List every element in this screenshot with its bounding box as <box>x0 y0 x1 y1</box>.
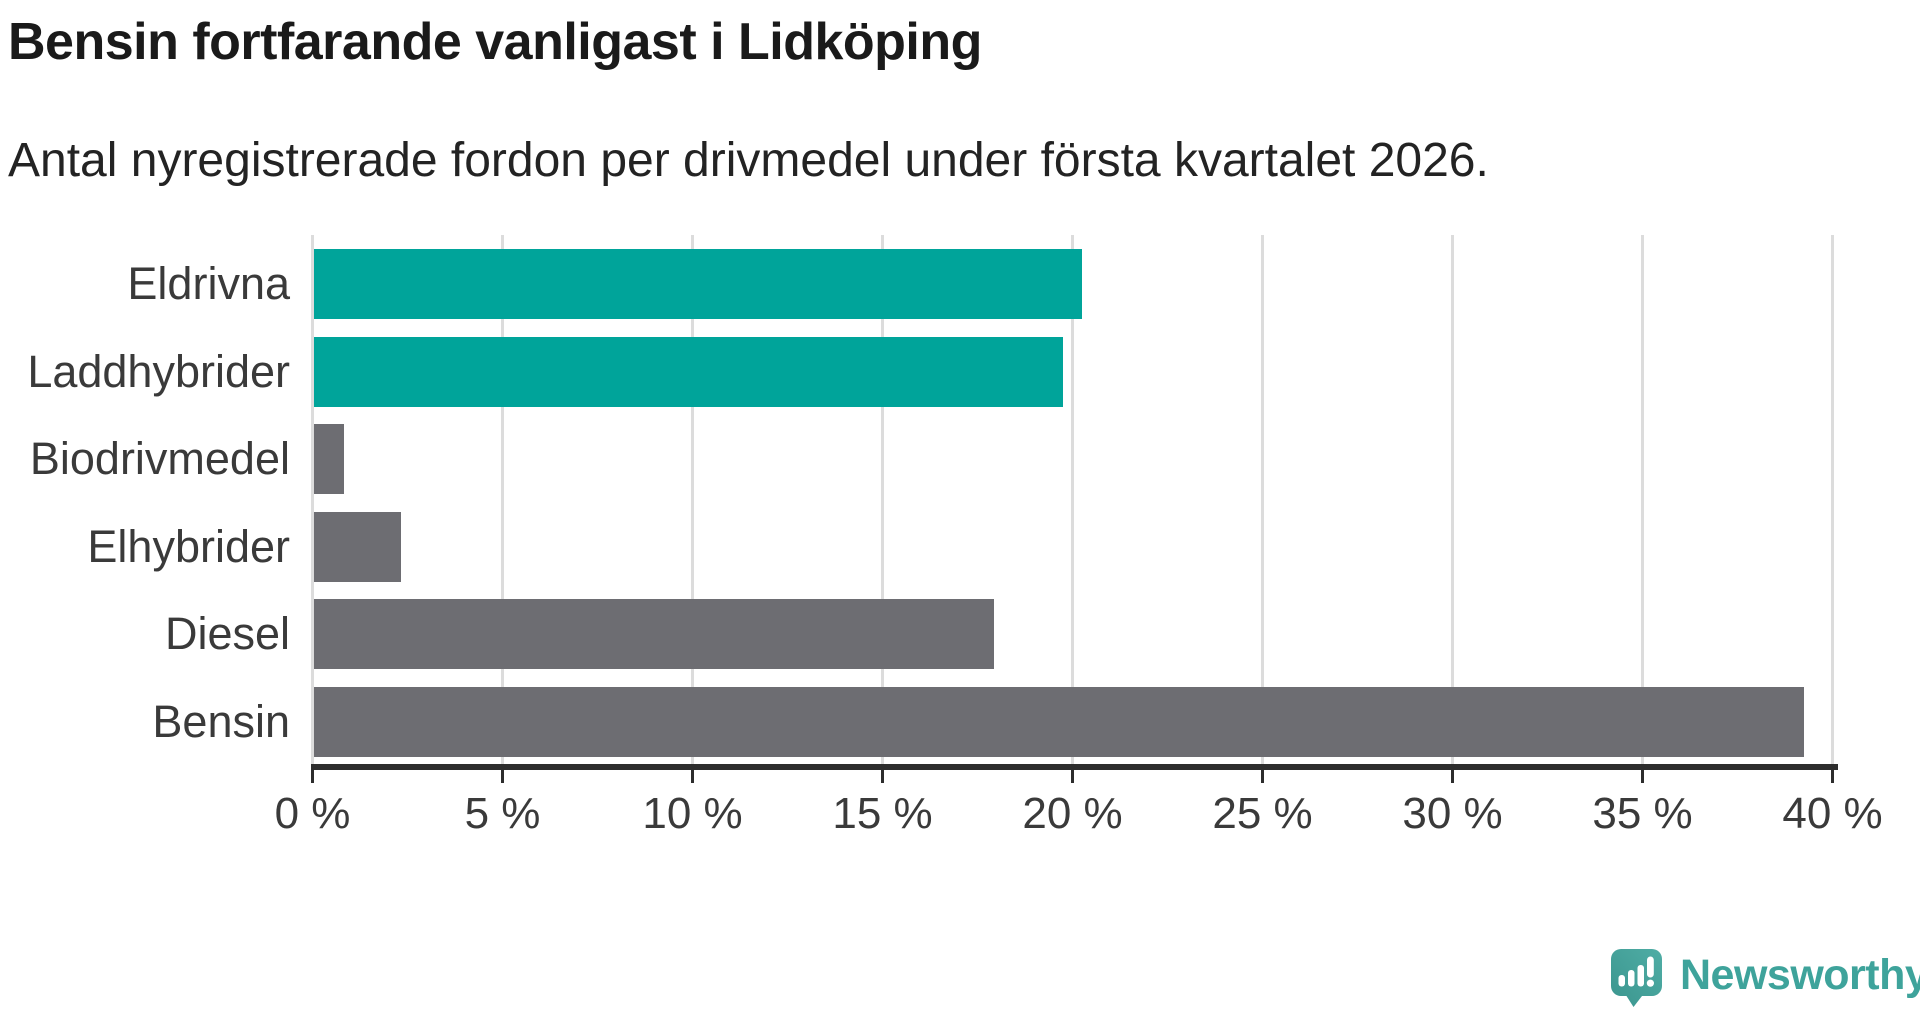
x-gridline <box>691 235 694 764</box>
x-tick <box>881 770 884 783</box>
x-tick <box>691 770 694 783</box>
x-tick-label: 5 % <box>464 789 541 838</box>
x-tick-label: 40 % <box>1782 789 1883 838</box>
x-tick <box>1071 770 1074 783</box>
x-tick-label: 30 % <box>1402 789 1503 838</box>
logo-text: Newsworthy <box>1680 951 1920 999</box>
newsworthy-speech-bubble-chart-icon <box>1611 949 1662 1007</box>
x-gridline <box>1451 235 1454 764</box>
x-tick-label: 10 % <box>642 789 743 838</box>
bar-biodrivmedel <box>314 424 345 494</box>
x-gridline <box>881 235 884 764</box>
x-tick <box>1641 770 1644 783</box>
category-label-biodrivmedel: Biodrivmedel <box>29 433 290 484</box>
category-label-diesel: Diesel <box>164 608 290 659</box>
bar-elhybrider <box>314 511 402 582</box>
x-tick-label: 35 % <box>1592 789 1693 838</box>
bar-bensin <box>314 686 1804 757</box>
x-tick <box>1831 770 1834 783</box>
bar-laddhybrider <box>314 336 1063 407</box>
x-tick <box>1451 770 1454 783</box>
x-tick-label: 25 % <box>1212 789 1313 838</box>
category-label-bensin: Bensin <box>152 695 290 747</box>
category-label-eldrivna: Eldrivna <box>127 258 290 309</box>
bar-diesel <box>314 599 995 669</box>
x-gridline <box>501 235 504 764</box>
x-tick <box>1261 770 1264 783</box>
x-gridline <box>1071 235 1074 764</box>
x-gridline <box>1831 235 1834 764</box>
category-label-laddhybrider: Laddhybrider <box>27 345 290 397</box>
bar-eldrivna <box>314 249 1082 319</box>
x-tick <box>501 770 504 783</box>
category-label-elhybrider: Elhybrider <box>87 520 290 572</box>
x-gridline <box>311 235 314 764</box>
x-tick <box>311 770 314 783</box>
x-tick-label: 15 % <box>832 789 933 838</box>
x-gridline <box>1641 235 1644 764</box>
newsworthy-logo[interactable]: Newsworthy <box>1610 948 1920 1008</box>
x-tick-label: 0 % <box>274 789 351 838</box>
chart-subtitle: Antal nyregistrerade fordon per drivmede… <box>8 134 1489 187</box>
page-title: Bensin fortfarande vanligast i Lidköping <box>8 13 982 71</box>
x-gridline <box>1261 235 1264 764</box>
x-tick-label: 20 % <box>1022 789 1123 838</box>
x-axis-line <box>311 764 1838 770</box>
